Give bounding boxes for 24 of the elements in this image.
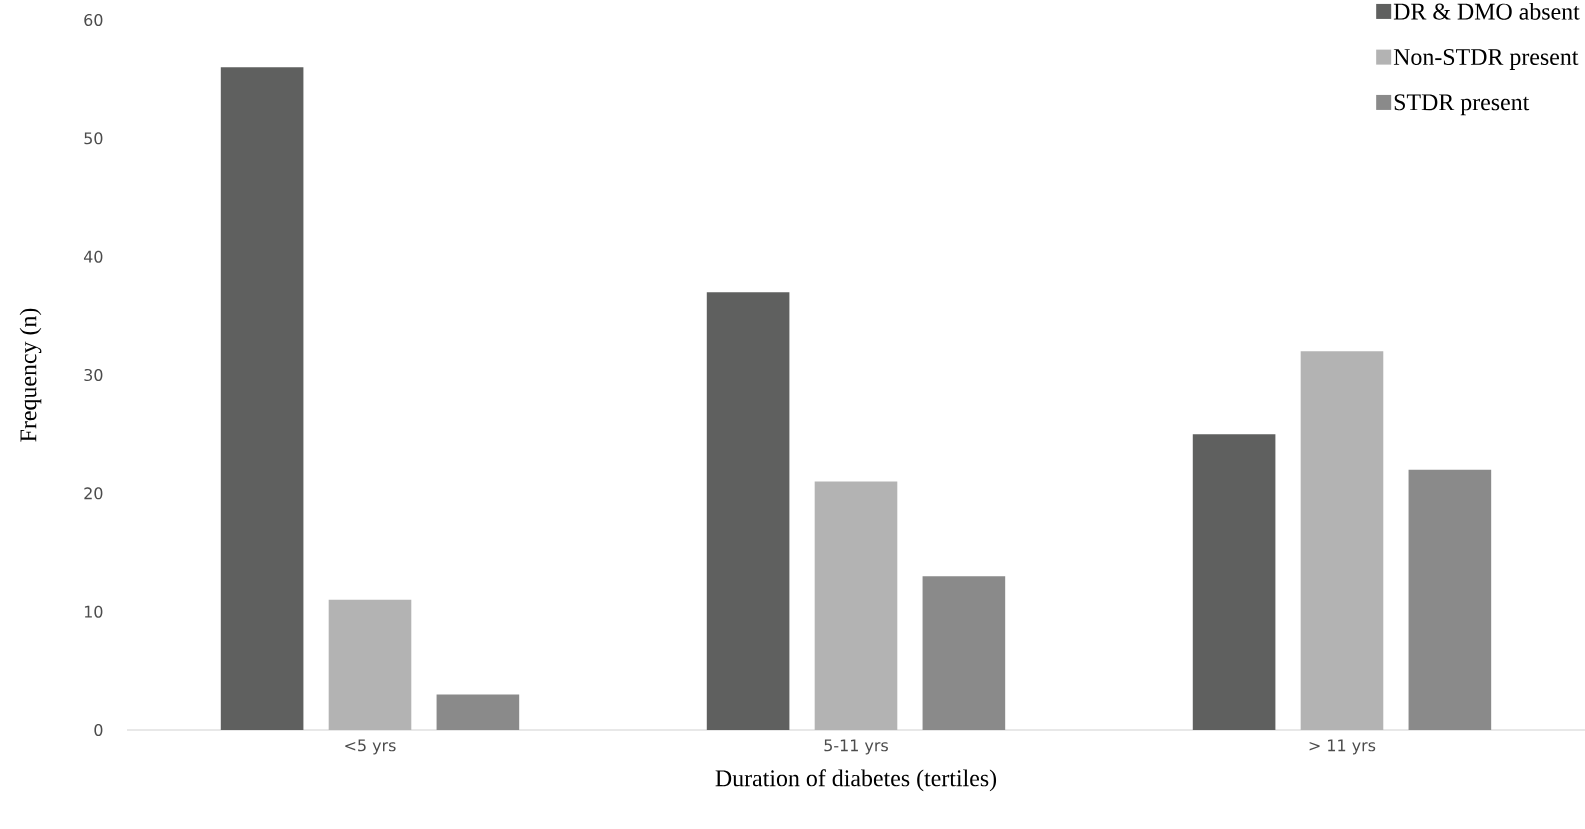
bar — [922, 576, 1006, 730]
bar — [706, 292, 790, 730]
legend-label: DR & DMO absent — [1393, 2, 1580, 20]
bar — [1408, 469, 1492, 730]
y-axis-title: Frequency (n) — [19, 308, 42, 442]
y-tick-label: 30 — [84, 368, 103, 382]
y-tick-label: 20 — [84, 487, 103, 500]
y-tick-label: 60 — [84, 13, 103, 27]
y-tick-label: 10 — [84, 605, 103, 618]
bar — [436, 694, 520, 730]
y-tick-label: 40 — [83, 250, 103, 263]
bar — [1192, 434, 1276, 730]
y-tick-label: 0 — [94, 723, 103, 737]
x-tick-label: <5 yrs — [345, 739, 396, 755]
bar — [1300, 351, 1384, 730]
bar — [328, 599, 412, 730]
x-tick-label: > 11 yrs — [1309, 739, 1376, 755]
bar — [814, 481, 898, 730]
x-tick-label: 5-11 yrs — [824, 739, 888, 755]
y-tick-label: 50 — [84, 132, 103, 145]
legend-label: STDR present — [1394, 94, 1530, 116]
bar — [220, 67, 304, 730]
x-axis-title: Duration of diabetes (tertiles) — [715, 769, 997, 792]
legend-label: Non-STDR present — [1393, 48, 1579, 70]
